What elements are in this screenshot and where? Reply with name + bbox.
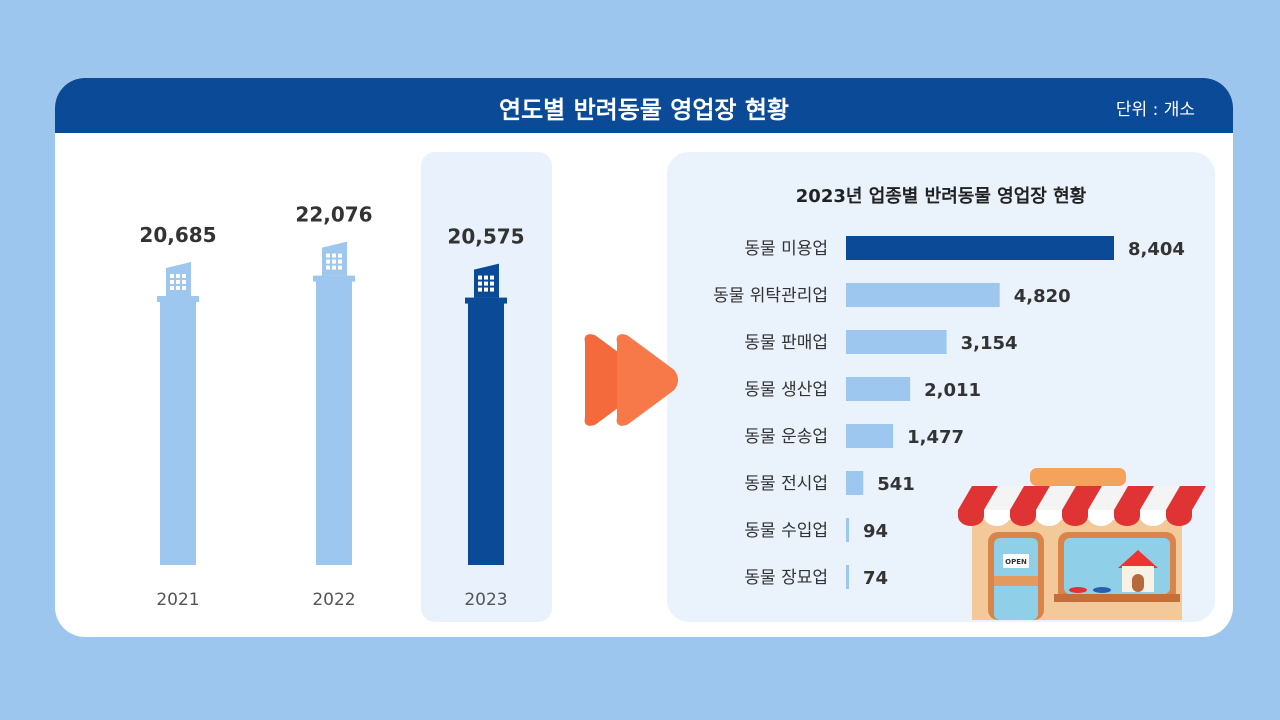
bar bbox=[846, 518, 849, 542]
window bbox=[338, 259, 342, 264]
category-label: 동물 수입업 bbox=[744, 521, 828, 541]
category-label: 동물 장묘업 bbox=[744, 568, 828, 588]
year-label: 2023 bbox=[464, 590, 507, 610]
building-top-icon bbox=[474, 263, 499, 298]
year-label: 2021 bbox=[156, 590, 199, 610]
window bbox=[490, 281, 494, 286]
window bbox=[170, 279, 174, 284]
window bbox=[182, 279, 186, 284]
value-label: 20,575 bbox=[447, 225, 524, 249]
category-bar-row: 동물 판매업 3,154 bbox=[744, 330, 1018, 354]
bar-ledge bbox=[465, 297, 507, 304]
bar-ledge bbox=[157, 295, 199, 302]
bar bbox=[846, 565, 849, 589]
bar bbox=[846, 283, 1000, 307]
category-bar-row: 동물 장묘업 74 bbox=[744, 565, 888, 589]
bar bbox=[846, 377, 911, 401]
open-sign: OPEN bbox=[1005, 558, 1027, 566]
year-bar-2022: 22,076 2022 bbox=[295, 203, 372, 610]
value-label: 94 bbox=[863, 521, 888, 542]
category-bar-row: 동물 위탁관리업 4,820 bbox=[713, 283, 1071, 307]
window bbox=[182, 285, 186, 290]
window bbox=[338, 265, 342, 270]
window bbox=[490, 287, 494, 292]
category-label: 동물 미용업 bbox=[744, 239, 828, 259]
category-label: 동물 생산업 bbox=[744, 380, 828, 400]
pet-shop-storefront-icon: OPEN bbox=[958, 468, 1206, 620]
value-label: 8,404 bbox=[1128, 239, 1185, 260]
bar bbox=[846, 330, 947, 354]
year-label: 2022 bbox=[312, 590, 355, 610]
unit-label: 단위 : 개소 bbox=[1115, 100, 1195, 120]
bar bbox=[846, 236, 1114, 260]
window bbox=[478, 281, 482, 286]
window bbox=[176, 285, 180, 290]
bar-column bbox=[316, 279, 352, 565]
category-bar-row: 동물 수입업 94 bbox=[744, 518, 888, 542]
window bbox=[326, 253, 330, 258]
value-label: 2,011 bbox=[924, 380, 981, 401]
window bbox=[484, 287, 488, 292]
window bbox=[332, 259, 336, 264]
year-bar-2023: 20,575 2023 bbox=[447, 225, 524, 610]
breakdown-title: 2023년 업종별 반려동물 영업장 현황 bbox=[796, 186, 1087, 207]
building-top-icon bbox=[322, 241, 347, 276]
window bbox=[170, 273, 174, 278]
value-label: 74 bbox=[863, 568, 888, 589]
window bbox=[490, 275, 494, 280]
category-bar-row: 동물 미용업 8,404 bbox=[744, 236, 1185, 260]
category-label: 동물 판매업 bbox=[744, 333, 828, 353]
window bbox=[326, 259, 330, 264]
value-label: 1,477 bbox=[907, 427, 964, 448]
window bbox=[176, 279, 180, 284]
window bbox=[170, 285, 174, 290]
category-bar-row: 동물 운송업 1,477 bbox=[744, 424, 964, 448]
category-bar-row: 동물 생산업 2,011 bbox=[744, 377, 981, 401]
window bbox=[332, 253, 336, 258]
value-label: 4,820 bbox=[1014, 286, 1071, 307]
window bbox=[338, 253, 342, 258]
year-bar-2021: 20,685 2021 bbox=[139, 223, 216, 610]
fast-forward-icon bbox=[584, 334, 678, 426]
category-label: 동물 위탁관리업 bbox=[713, 286, 828, 306]
bar-column bbox=[468, 301, 504, 565]
value-label: 20,685 bbox=[139, 223, 216, 247]
category-label: 동물 전시업 bbox=[744, 474, 828, 494]
bar-column bbox=[160, 299, 196, 565]
value-label: 22,076 bbox=[295, 203, 372, 227]
window bbox=[478, 287, 482, 292]
header-band: 연도별 반려동물 영업장 현황 단위 : 개소 bbox=[55, 78, 1233, 133]
chart-title: 연도별 반려동물 영업장 현황 bbox=[498, 96, 790, 124]
building-top-icon bbox=[166, 261, 191, 296]
category-label: 동물 운송업 bbox=[744, 427, 828, 447]
window bbox=[326, 265, 330, 270]
bar-ledge bbox=[313, 275, 355, 282]
bar bbox=[846, 471, 864, 495]
window bbox=[478, 275, 482, 280]
window bbox=[484, 275, 488, 280]
bar bbox=[846, 424, 894, 448]
window bbox=[176, 273, 180, 278]
category-bar-row: 동물 전시업 541 bbox=[744, 471, 915, 495]
value-label: 541 bbox=[877, 474, 915, 495]
window bbox=[182, 273, 186, 278]
value-label: 3,154 bbox=[961, 333, 1018, 354]
window bbox=[484, 281, 488, 286]
window bbox=[332, 265, 336, 270]
